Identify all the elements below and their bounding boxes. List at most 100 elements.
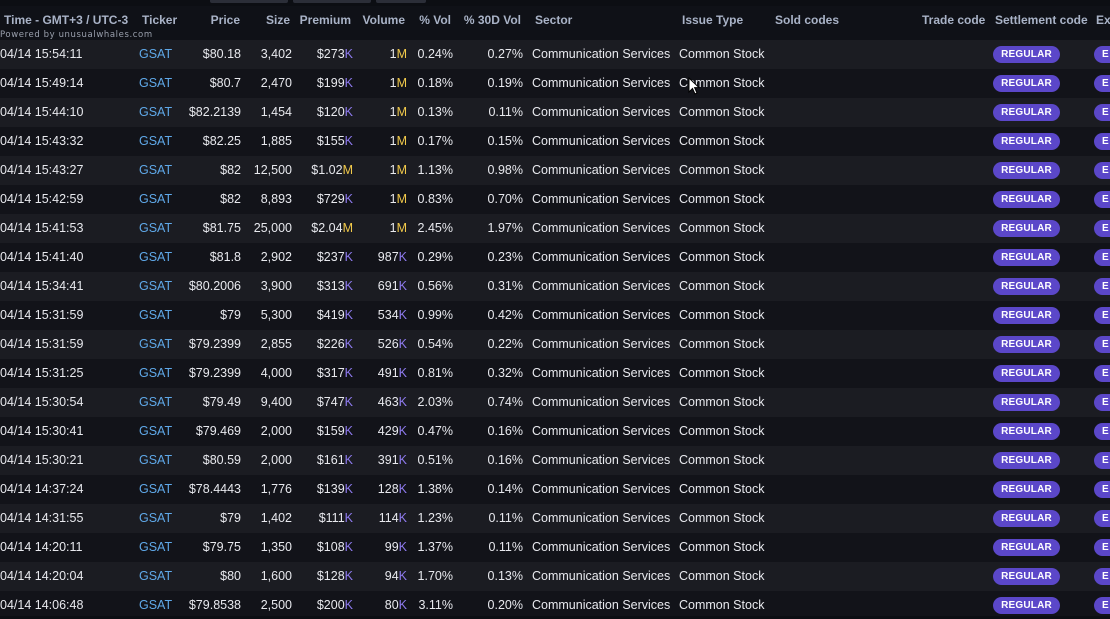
premium-suffix: K xyxy=(344,482,353,496)
ticker-link[interactable]: GSAT xyxy=(139,163,173,177)
ex-badge: E xyxy=(1094,104,1110,121)
table-row[interactable]: 04/14 15:30:21 GSAT $80.59 2,000 $161K 391K 0.… xyxy=(0,446,1110,475)
sector-cell: Communication Services xyxy=(532,105,671,119)
table-row[interactable]: 04/14 15:31:25 GSAT $79.2399 4,000 $317K 491K… xyxy=(0,359,1110,388)
table-row[interactable]: 04/14 15:30:54 GSAT $79.49 9,400 $747K 463K 2.… xyxy=(0,388,1110,417)
column-header-issue-type[interactable]: Issue Type xyxy=(682,13,744,27)
pct-vol-cell: 0.29% xyxy=(417,250,453,264)
top-tab-2[interactable] xyxy=(293,0,371,3)
pct-vol-cell: 2.45% xyxy=(417,221,453,235)
price-cell: $80 xyxy=(220,569,241,583)
table-row[interactable]: 04/14 15:49:14 GSAT $80.7 2,470 $199K 1M 0.18%… xyxy=(0,69,1110,98)
ticker-link[interactable]: GSAT xyxy=(139,569,173,583)
column-header-price[interactable]: Price xyxy=(210,13,240,27)
column-header-premium[interactable]: Premium xyxy=(299,13,351,27)
volume-value: 114 xyxy=(378,511,399,525)
ticker-link[interactable]: GSAT xyxy=(139,453,173,467)
ticker-link[interactable]: GSAT xyxy=(139,511,173,525)
table-row[interactable]: 04/14 15:31:59 GSAT $79.2399 2,855 $226K 526K… xyxy=(0,330,1110,359)
column-header-pct-30d-vol[interactable]: % 30D Vol xyxy=(463,13,521,27)
volume-cell: 534K xyxy=(378,308,407,323)
table-row[interactable]: 04/14 14:31:55 GSAT $79 1,402 $111K 114K 1.23%… xyxy=(0,504,1110,533)
table-row[interactable]: 04/14 15:44:10 GSAT $82.2139 1,454 $120K 1M 0.… xyxy=(0,98,1110,127)
settlement-code-badge: REGULAR xyxy=(993,104,1060,121)
size-cell: 4,000 xyxy=(260,366,292,380)
table-row[interactable]: 04/14 15:54:11 GSAT $80.18 3,402 $273K 1M 0.24… xyxy=(0,40,1110,69)
table-row[interactable]: 04/14 15:41:53 GSAT $81.75 25,000 $2.04M 1M 2.… xyxy=(0,214,1110,243)
table-row[interactable]: 04/14 15:41:40 GSAT $81.8 2,902 $237K 987K 0.2… xyxy=(0,243,1110,272)
volume-suffix: K xyxy=(398,511,407,525)
volume-suffix: M xyxy=(396,163,407,177)
column-header-ticker[interactable]: Ticker xyxy=(142,13,178,27)
premium-value: $128 xyxy=(316,569,345,583)
table-row[interactable]: 04/14 15:42:59 GSAT $82 8,893 $729K 1M 0.83% 0.… xyxy=(0,185,1110,214)
ex-badge: E xyxy=(1094,249,1110,266)
settlement-code-badge: REGULAR xyxy=(993,568,1060,585)
issue-type-cell: Common Stock xyxy=(679,250,765,264)
sector-cell: Communication Services xyxy=(532,598,671,612)
column-header-sold-codes[interactable]: Sold codes xyxy=(775,13,840,27)
ticker-link[interactable]: GSAT xyxy=(139,424,173,438)
size-cell: 1,350 xyxy=(260,540,292,554)
sector-cell: Communication Services xyxy=(532,163,671,177)
price-cell: $79.8538 xyxy=(188,598,241,612)
ex-badge: E xyxy=(1094,191,1110,208)
table-row[interactable]: 04/14 14:20:04 GSAT $80 1,600 $128K 94K 1.70% 0… xyxy=(0,562,1110,591)
time-cell: 04/14 15:31:25 xyxy=(0,366,84,380)
column-header-sector[interactable]: Sector xyxy=(535,13,573,27)
top-tab-1[interactable] xyxy=(210,0,288,3)
column-header-ex[interactable]: Ex xyxy=(1096,13,1110,27)
pct-30d-vol-cell: 0.11% xyxy=(488,511,523,525)
table-row[interactable]: 04/14 14:20:11 GSAT $79.75 1,350 $108K 99K 1.3… xyxy=(0,533,1110,562)
size-cell: 25,000 xyxy=(253,221,292,235)
top-tab-3[interactable] xyxy=(376,0,426,3)
column-header-volume[interactable]: Volume xyxy=(362,13,405,27)
table-row[interactable]: 04/14 14:06:48 GSAT $79.8538 2,500 $200K 80K 3… xyxy=(0,591,1110,619)
column-header-trade-code[interactable]: Trade code xyxy=(922,13,986,27)
ticker-link[interactable]: GSAT xyxy=(139,540,173,554)
ticker-link[interactable]: GSAT xyxy=(139,105,173,119)
ticker-link[interactable]: GSAT xyxy=(139,279,173,293)
column-header-time[interactable]: Time - GMT+3 / UTC-3 xyxy=(4,13,129,27)
price-cell: $79 xyxy=(220,308,241,322)
issue-type-cell: Common Stock xyxy=(679,337,765,351)
issue-type-cell: Common Stock xyxy=(679,598,765,612)
table-row[interactable]: 04/14 15:43:32 GSAT $82.25 1,885 $155K 1M 0.17… xyxy=(0,127,1110,156)
table-row[interactable]: 04/14 15:30:41 GSAT $79.469 2,000 $159K 429K 0… xyxy=(0,417,1110,446)
sector-cell: Communication Services xyxy=(532,250,671,264)
ticker-link[interactable]: GSAT xyxy=(139,337,173,351)
ticker-link[interactable]: GSAT xyxy=(139,192,173,206)
premium-cell: $729K xyxy=(317,192,353,207)
premium-suffix: M xyxy=(342,163,353,177)
time-cell: 04/14 15:41:53 xyxy=(0,221,84,235)
premium-cell: $2.04M xyxy=(311,221,353,236)
ticker-link[interactable]: GSAT xyxy=(139,47,173,61)
volume-cell: 1M xyxy=(390,134,407,149)
table-row[interactable]: 04/14 15:34:41 GSAT $80.2006 3,900 $313K 691K… xyxy=(0,272,1110,301)
volume-cell: 526K xyxy=(378,337,407,352)
table-row[interactable]: 04/14 15:31:59 GSAT $79 5,300 $419K 534K 0.99%… xyxy=(0,301,1110,330)
column-header-pct-vol[interactable]: % Vol xyxy=(419,13,451,27)
volume-cell: 1M xyxy=(390,105,407,120)
ticker-link[interactable]: GSAT xyxy=(139,308,173,322)
price-cell: $79.469 xyxy=(195,424,241,438)
ticker-link[interactable]: GSAT xyxy=(139,76,173,90)
ticker-link[interactable]: GSAT xyxy=(139,250,173,264)
pct-vol-cell: 0.24% xyxy=(417,47,453,61)
ticker-link[interactable]: GSAT xyxy=(139,598,173,612)
ticker-link[interactable]: GSAT xyxy=(139,482,173,496)
ticker-link[interactable]: GSAT xyxy=(139,134,173,148)
ticker-link[interactable]: GSAT xyxy=(139,366,173,380)
ex-badge: E xyxy=(1094,539,1110,556)
ticker-link[interactable]: GSAT xyxy=(139,221,173,235)
ex-badge: E xyxy=(1094,365,1110,382)
column-header-settlement-code[interactable]: Settlement code xyxy=(995,13,1088,27)
column-header-size[interactable]: Size xyxy=(265,13,290,27)
sector-cell: Communication Services xyxy=(532,366,671,380)
arrow-cursor-icon xyxy=(688,77,700,95)
ticker-link[interactable]: GSAT xyxy=(139,395,173,409)
powered-by-label: Powered by unusualwhales.com xyxy=(0,30,153,40)
volume-suffix: K xyxy=(398,453,407,467)
table-row[interactable]: 04/14 15:43:27 GSAT $82 12,500 $1.02M 1M 1.13%… xyxy=(0,156,1110,185)
table-row[interactable]: 04/14 14:37:24 GSAT $78.4443 1,776 $139K 128K… xyxy=(0,475,1110,504)
